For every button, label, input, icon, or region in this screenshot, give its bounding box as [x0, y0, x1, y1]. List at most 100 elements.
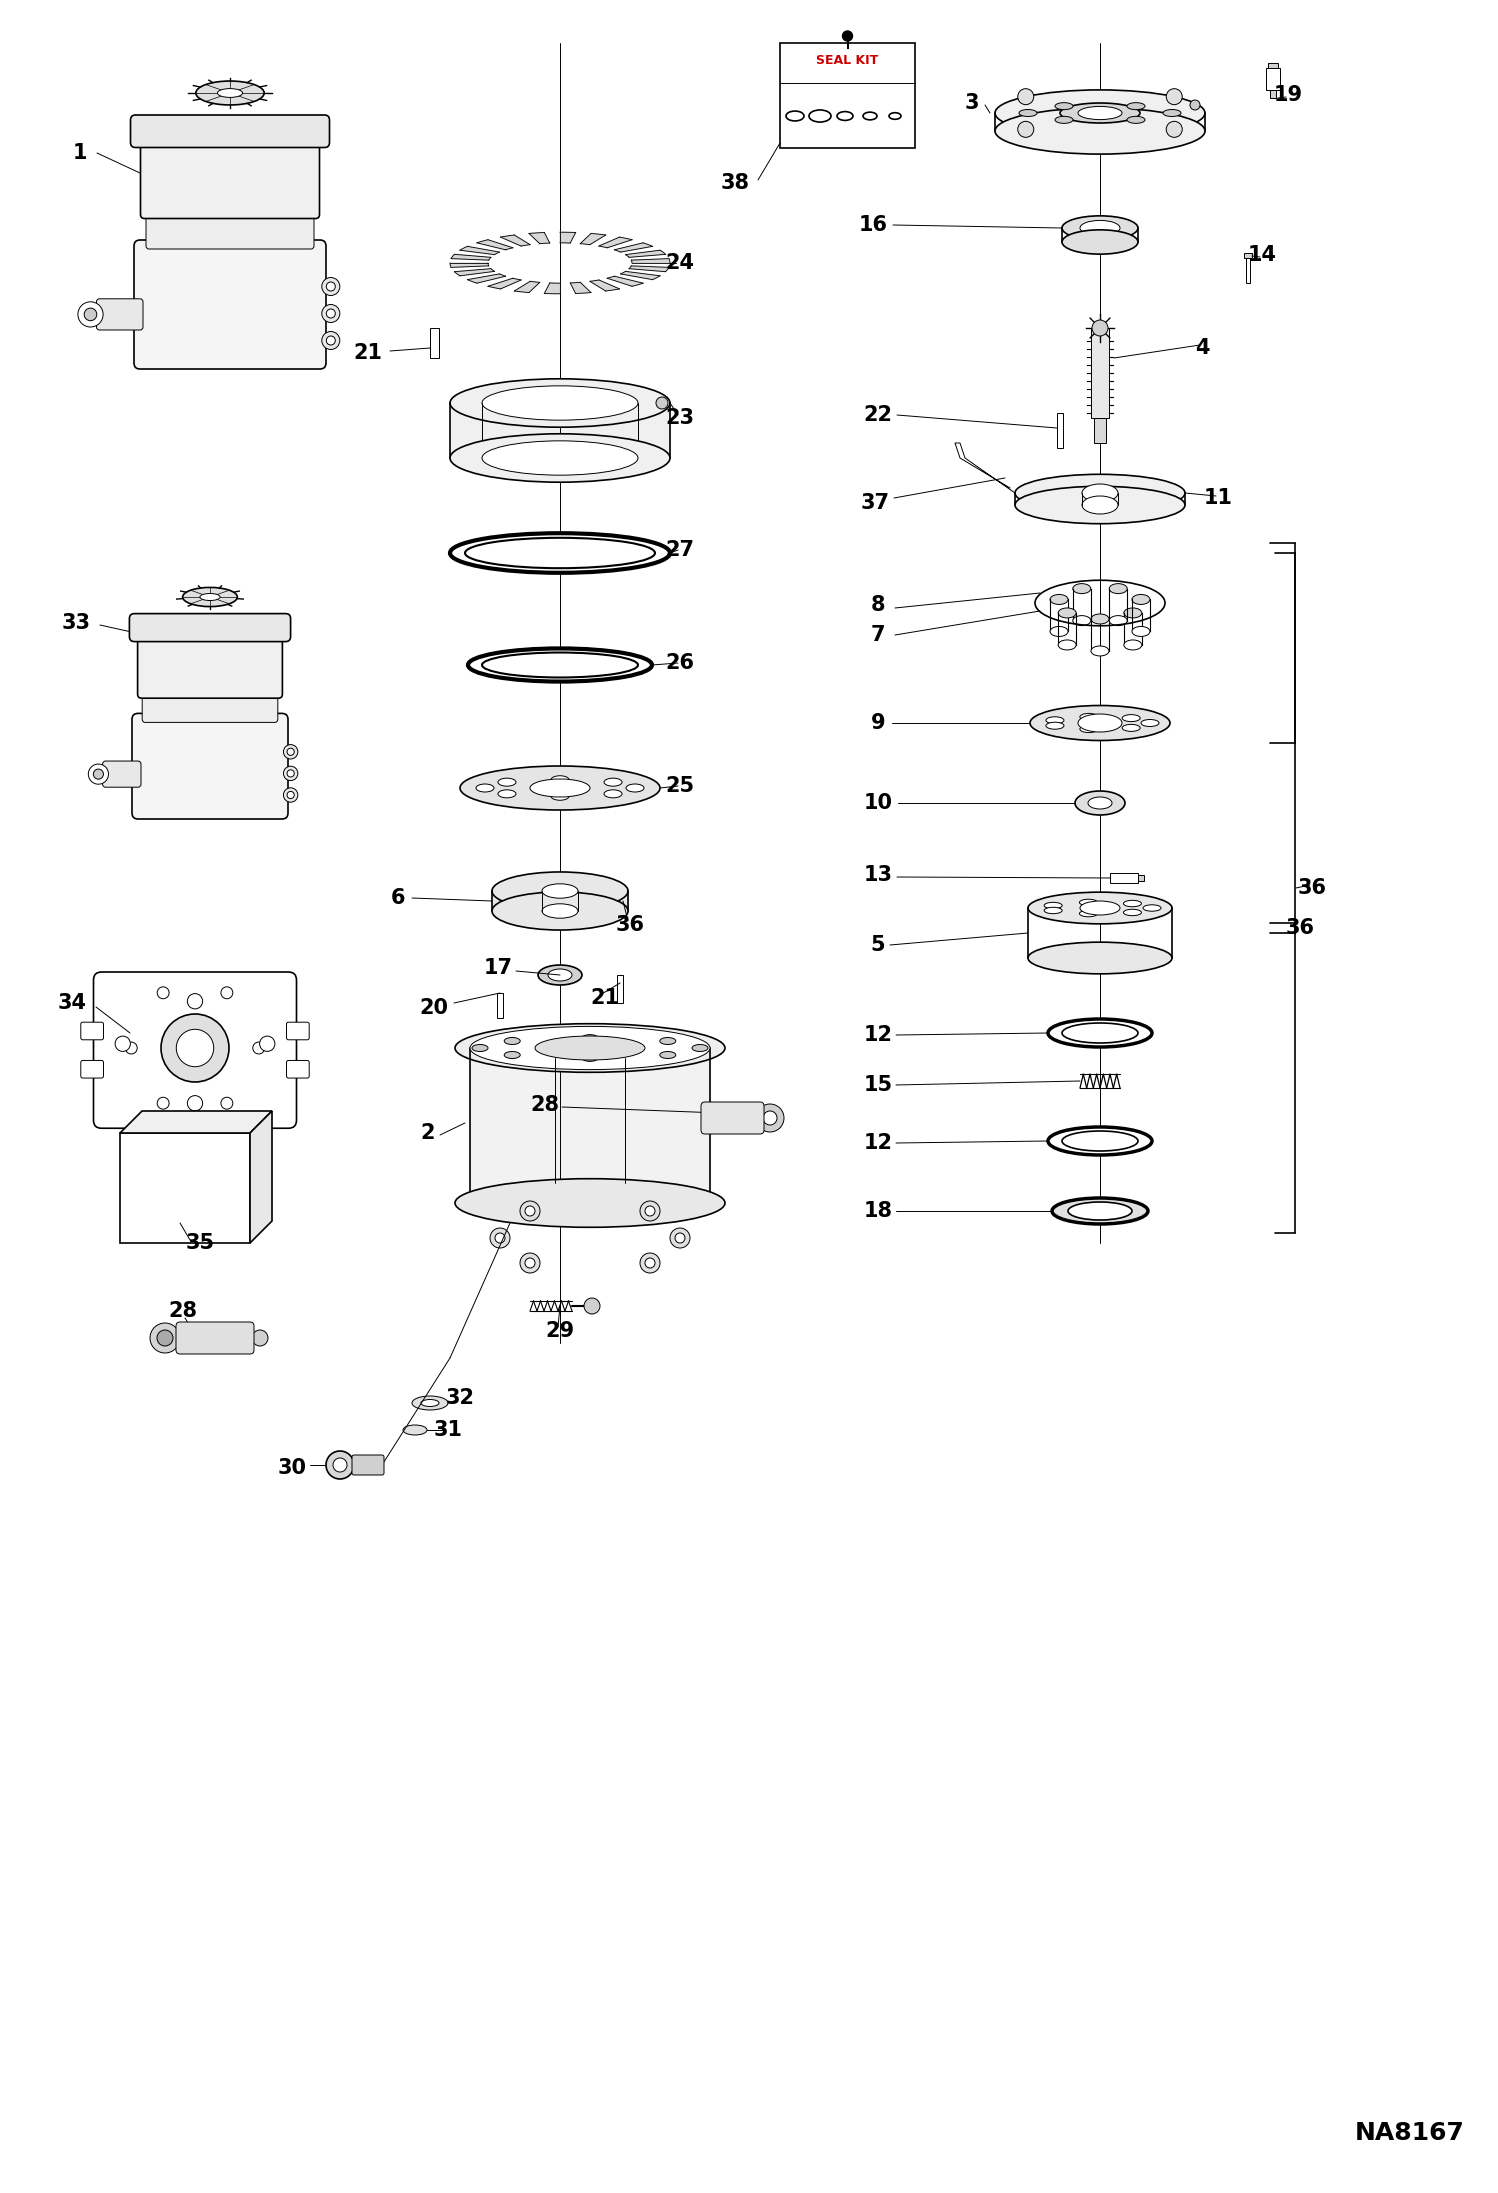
Ellipse shape: [995, 90, 1204, 136]
FancyBboxPatch shape: [286, 1022, 309, 1039]
Ellipse shape: [1109, 616, 1126, 625]
Ellipse shape: [1080, 901, 1121, 914]
Ellipse shape: [1050, 594, 1068, 605]
Ellipse shape: [1126, 116, 1144, 123]
Ellipse shape: [1079, 715, 1122, 732]
Text: 11: 11: [1203, 489, 1233, 509]
Bar: [1110, 873, 1138, 884]
Circle shape: [490, 1228, 509, 1248]
Ellipse shape: [1044, 908, 1062, 914]
Text: 32: 32: [445, 1388, 475, 1408]
Bar: [1094, 419, 1106, 443]
Text: 10: 10: [863, 794, 893, 814]
Text: 25: 25: [665, 776, 695, 796]
FancyBboxPatch shape: [145, 211, 315, 250]
Text: 12: 12: [863, 1024, 893, 1046]
Polygon shape: [631, 259, 670, 263]
FancyBboxPatch shape: [138, 632, 283, 697]
Ellipse shape: [1062, 230, 1138, 254]
Text: 36: 36: [616, 914, 644, 934]
Ellipse shape: [1062, 1132, 1138, 1151]
Ellipse shape: [1122, 724, 1140, 732]
Text: 37: 37: [860, 493, 890, 513]
Ellipse shape: [659, 1037, 676, 1044]
Circle shape: [584, 1298, 601, 1314]
Text: 34: 34: [57, 993, 87, 1013]
Circle shape: [177, 1029, 214, 1066]
FancyBboxPatch shape: [701, 1103, 764, 1134]
Ellipse shape: [482, 654, 638, 678]
Ellipse shape: [1076, 792, 1125, 816]
Text: 24: 24: [665, 252, 695, 272]
Ellipse shape: [604, 779, 622, 785]
Ellipse shape: [1028, 943, 1171, 974]
Circle shape: [184, 127, 195, 138]
Polygon shape: [449, 404, 670, 458]
Polygon shape: [250, 1112, 273, 1243]
Bar: [120, 1134, 250, 1243]
FancyBboxPatch shape: [81, 1061, 103, 1079]
Text: 26: 26: [665, 654, 695, 673]
Bar: [1270, 90, 1276, 99]
Circle shape: [1017, 121, 1034, 138]
Text: 12: 12: [863, 1134, 893, 1154]
Text: 7: 7: [870, 625, 885, 645]
Circle shape: [153, 127, 163, 138]
Text: 28: 28: [168, 1300, 198, 1320]
Polygon shape: [120, 1112, 273, 1134]
FancyBboxPatch shape: [81, 1022, 103, 1039]
Bar: [1138, 875, 1144, 882]
Text: 21: 21: [354, 342, 382, 364]
Circle shape: [148, 623, 157, 632]
Text: 15: 15: [863, 1075, 893, 1094]
Text: 21: 21: [590, 989, 620, 1009]
Circle shape: [1017, 88, 1034, 105]
Circle shape: [640, 1202, 661, 1222]
Ellipse shape: [542, 904, 578, 919]
Text: 8: 8: [870, 594, 885, 614]
Ellipse shape: [583, 1035, 598, 1042]
Text: 28: 28: [530, 1094, 559, 1114]
Ellipse shape: [1091, 614, 1109, 625]
Ellipse shape: [449, 379, 670, 428]
Bar: [497, 993, 503, 1018]
Text: 36: 36: [1285, 919, 1315, 939]
Polygon shape: [590, 281, 620, 292]
Circle shape: [220, 1096, 232, 1110]
Polygon shape: [467, 274, 506, 283]
Ellipse shape: [1073, 616, 1091, 625]
Ellipse shape: [464, 537, 655, 568]
Circle shape: [297, 127, 307, 138]
Ellipse shape: [1126, 103, 1144, 110]
Ellipse shape: [412, 1397, 448, 1410]
Bar: [430, 329, 439, 357]
Ellipse shape: [196, 81, 264, 105]
Ellipse shape: [1044, 901, 1062, 908]
Ellipse shape: [482, 386, 638, 421]
Ellipse shape: [1058, 607, 1076, 618]
Ellipse shape: [1109, 583, 1126, 594]
Polygon shape: [488, 279, 521, 289]
Circle shape: [283, 746, 298, 759]
Ellipse shape: [1049, 1020, 1152, 1046]
Circle shape: [220, 987, 232, 998]
Ellipse shape: [1031, 706, 1170, 741]
Ellipse shape: [421, 1399, 439, 1406]
Text: 30: 30: [277, 1458, 307, 1478]
Ellipse shape: [476, 785, 494, 792]
Circle shape: [150, 1322, 180, 1353]
Text: 27: 27: [665, 539, 695, 559]
Ellipse shape: [542, 884, 578, 899]
Polygon shape: [560, 232, 575, 243]
Ellipse shape: [217, 88, 243, 96]
Polygon shape: [449, 263, 488, 268]
Ellipse shape: [1016, 474, 1185, 511]
FancyBboxPatch shape: [102, 761, 141, 787]
Ellipse shape: [1124, 910, 1141, 917]
Ellipse shape: [472, 1044, 488, 1050]
Ellipse shape: [1122, 715, 1140, 721]
FancyBboxPatch shape: [141, 138, 319, 219]
Circle shape: [187, 1096, 202, 1112]
Bar: [1091, 329, 1109, 419]
Ellipse shape: [491, 893, 628, 930]
